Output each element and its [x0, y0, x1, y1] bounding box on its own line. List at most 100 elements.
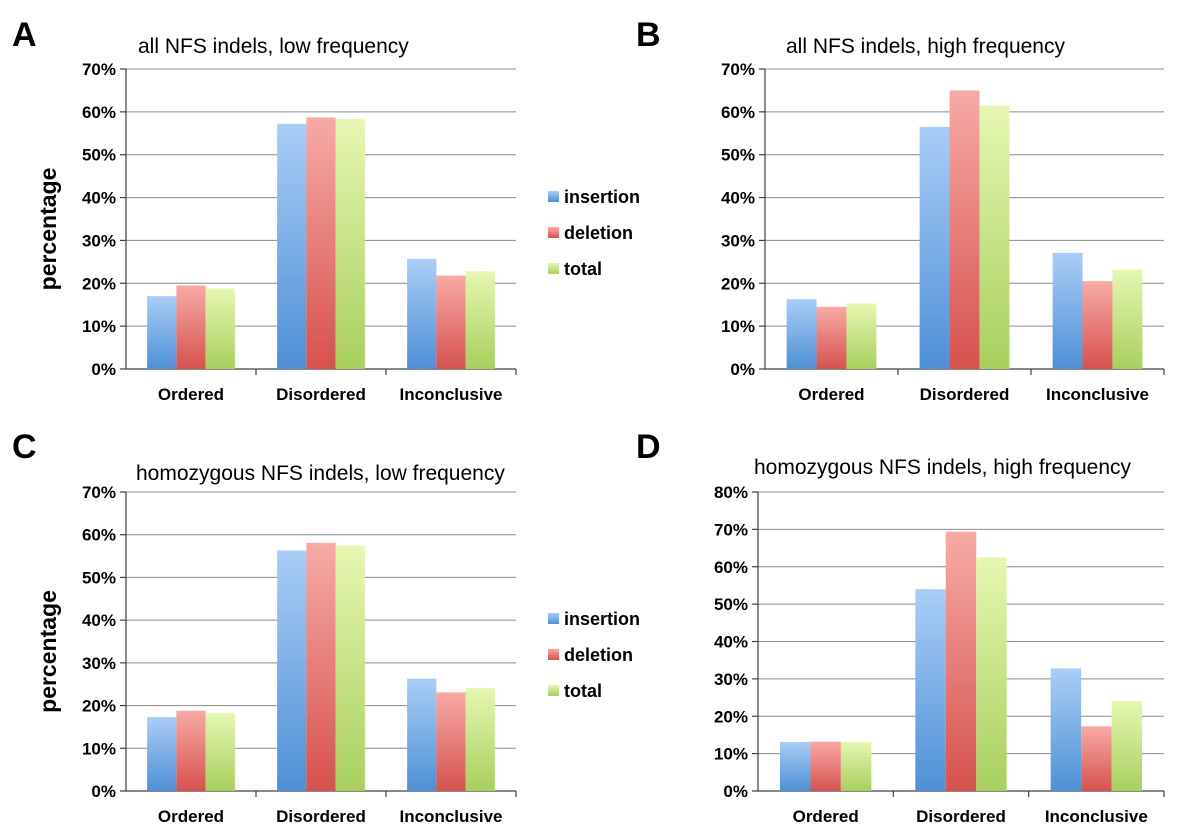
legend-label-insertion: insertion [564, 187, 640, 207]
x-category-label: Disordered [916, 807, 1006, 826]
bar-deletion-disordered [306, 542, 336, 791]
bar-insertion-inconclusive [1052, 252, 1083, 369]
bar-deletion-inconclusive [436, 275, 466, 369]
y-tick-label: 60% [82, 526, 116, 545]
x-category-label: Inconclusive [1046, 385, 1149, 404]
bar-deletion-inconclusive [436, 692, 466, 791]
chart-title: homozygous NFS indels, low frequency [136, 462, 505, 485]
y-tick-label: 30% [721, 231, 755, 250]
bar-deletion-disordered [945, 531, 977, 791]
y-tick-label: 60% [721, 103, 755, 122]
bar-total-inconclusive [1111, 700, 1143, 791]
bar-deletion-ordered [810, 741, 841, 791]
x-category-label: Ordered [158, 385, 224, 404]
bar-deletion-ordered [176, 285, 206, 369]
y-tick-label: 10% [714, 745, 748, 764]
y-tick-label: 50% [82, 146, 116, 165]
bar-total-ordered [846, 303, 877, 369]
chart-title: homozygous NFS indels, high frequency [754, 456, 1132, 479]
y-tick-label: 20% [82, 697, 116, 716]
panel-letter: B [636, 16, 661, 54]
x-category-label: Inconclusive [400, 385, 503, 404]
legend-swatch-deletion [548, 649, 559, 660]
bar-insertion-ordered [147, 296, 177, 369]
y-tick-label: 80% [714, 483, 748, 502]
y-tick-label: 40% [82, 611, 116, 630]
legend-swatch-total [548, 263, 559, 274]
legend-swatch-total [548, 685, 559, 696]
y-tick-label: 70% [721, 60, 755, 79]
y-tick-label: 30% [82, 654, 116, 673]
x-category-label: Disordered [276, 385, 366, 404]
legend-swatch-deletion [548, 227, 559, 238]
panel-letter: C [12, 428, 37, 466]
bar-insertion-inconclusive [407, 258, 437, 369]
bar-insertion-disordered [919, 126, 950, 369]
y-tick-label: 40% [82, 189, 116, 208]
bar-total-ordered [205, 288, 235, 369]
bar-total-ordered [205, 712, 235, 791]
legend-label-total: total [564, 259, 602, 279]
legend-swatch-insertion [548, 191, 559, 202]
y-tick-label: 50% [82, 568, 116, 587]
x-category-label: Ordered [158, 807, 224, 826]
x-category-label: Disordered [920, 385, 1010, 404]
bar-total-inconclusive [465, 271, 495, 369]
y-tick-label: 60% [714, 558, 748, 577]
legend-label-deletion: deletion [564, 645, 633, 665]
y-tick-label: 10% [82, 317, 116, 336]
y-tick-label: 70% [82, 483, 116, 502]
x-category-label: Inconclusive [400, 807, 503, 826]
y-tick-label: 70% [82, 60, 116, 79]
y-tick-label: 0% [91, 360, 116, 379]
y-tick-label: 60% [82, 103, 116, 122]
x-category-label: Disordered [276, 807, 366, 826]
y-tick-label: 30% [714, 670, 748, 689]
y-tick-label: 30% [82, 231, 116, 250]
y-tick-label: 70% [714, 520, 748, 539]
y-tick-label: 20% [82, 274, 116, 293]
panel-letter: D [636, 428, 661, 466]
y-tick-label: 0% [723, 782, 748, 801]
chart-title: all NFS indels, high frequency [786, 35, 1065, 58]
bar-deletion-ordered [816, 306, 847, 369]
chart-title: all NFS indels, low frequency [138, 35, 409, 58]
y-axis-label: percentage [35, 168, 61, 291]
bar-total-ordered [840, 742, 872, 791]
y-tick-label: 50% [721, 146, 755, 165]
y-tick-label: 10% [721, 317, 755, 336]
y-tick-label: 20% [714, 707, 748, 726]
bar-total-disordered [335, 119, 365, 370]
x-category-label: Inconclusive [1045, 807, 1148, 826]
bar-total-disordered [976, 557, 1007, 791]
legend-label-deletion: deletion [564, 223, 633, 243]
bar-insertion-ordered [786, 299, 817, 369]
bar-deletion-ordered [176, 710, 206, 791]
y-tick-label: 20% [721, 274, 755, 293]
legend-label-insertion: insertion [564, 609, 640, 629]
legend-label-total: total [564, 681, 602, 701]
x-category-label: Ordered [793, 807, 859, 826]
bar-insertion-inconclusive [1050, 668, 1082, 791]
bar-insertion-disordered [277, 550, 307, 791]
y-tick-label: 40% [721, 189, 755, 208]
legend: insertion deletion total [548, 609, 640, 701]
bar-deletion-inconclusive [1082, 281, 1113, 369]
y-axis-label: percentage [35, 590, 61, 713]
bar-insertion-disordered [277, 123, 307, 369]
y-tick-label: 0% [730, 360, 755, 379]
legends-group: insertion deletion total insertion deletion t… [548, 187, 640, 701]
bar-total-disordered [335, 545, 365, 791]
bar-total-inconclusive [465, 688, 495, 791]
bar-insertion-ordered [147, 717, 177, 791]
y-tick-label: 10% [82, 739, 116, 758]
bar-insertion-disordered [915, 589, 946, 791]
legend: insertion deletion total [548, 187, 640, 279]
bar-deletion-disordered [306, 117, 336, 369]
bar-deletion-inconclusive [1081, 726, 1112, 791]
